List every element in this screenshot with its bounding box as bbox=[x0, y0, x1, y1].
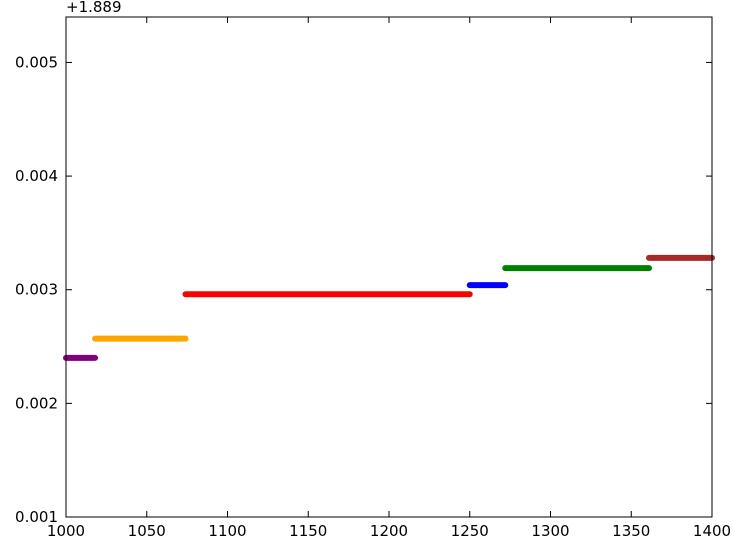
y-tick-label: 0.002 bbox=[15, 394, 58, 412]
tick-layer: 1000 1050 1100 1150 1200 1250 1300 1350 1400 0.00… bbox=[15, 17, 731, 540]
y-tick-label: 0.005 bbox=[15, 53, 58, 71]
x-tick-label: 1050 bbox=[128, 522, 166, 540]
y-offset-label: +1.889 bbox=[66, 0, 122, 16]
x-tick-label: 1400 bbox=[693, 522, 731, 540]
x-tick-label: 1150 bbox=[289, 522, 327, 540]
x-tick-label: 1250 bbox=[451, 522, 489, 540]
y-tick-label: 0.004 bbox=[15, 167, 58, 185]
x-tick-label: 1300 bbox=[531, 522, 569, 540]
x-tick-label: 1350 bbox=[612, 522, 650, 540]
x-tick-label: 1200 bbox=[370, 522, 408, 540]
x-tick-label: 1000 bbox=[47, 522, 85, 540]
series-layer bbox=[63, 254, 715, 361]
x-tick-label: 1100 bbox=[208, 522, 246, 540]
y-tick-label: 0.003 bbox=[15, 281, 58, 299]
y-tick-label: 0.001 bbox=[15, 508, 58, 526]
